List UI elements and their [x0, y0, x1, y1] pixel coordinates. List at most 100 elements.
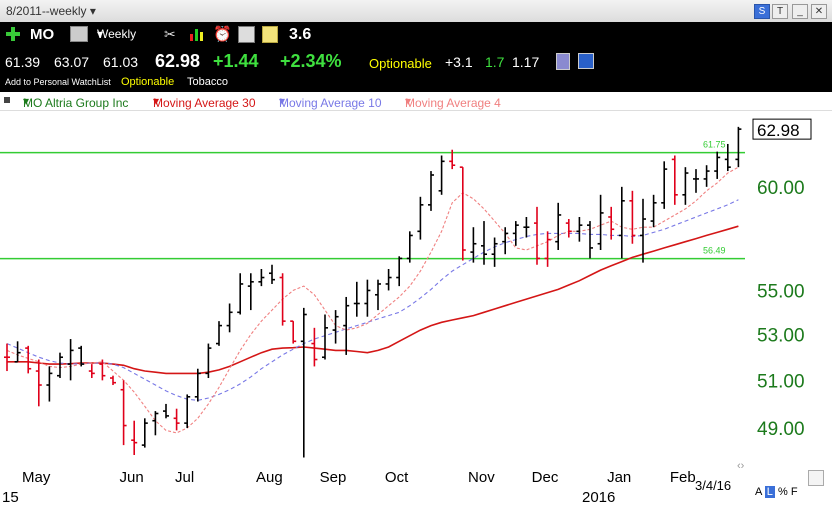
- tools-icon[interactable]: ✂: [164, 26, 176, 42]
- ohlc-bar: [640, 198, 646, 263]
- price-chart[interactable]: 61.75 56.49 49.00 51.00 53.00 55.00 60.00 62.9…: [0, 110, 832, 510]
- ohlc-bar: [67, 339, 74, 381]
- price-change-percent: +2.34%: [280, 51, 342, 71]
- ohlc-bar: [470, 227, 477, 263]
- ohlc-bar: [555, 202, 562, 251]
- alarm-clock-icon[interactable]: ⏰: [213, 26, 232, 43]
- save-icon[interactable]: [578, 53, 594, 69]
- ohlc-bar: [343, 296, 350, 355]
- scale-button-f[interactable]: F: [790, 486, 798, 498]
- ohlc-bar: [385, 268, 392, 291]
- ohlc-bar: [364, 279, 371, 317]
- ohlc-bar: [523, 216, 530, 238]
- ohlc-bar: [459, 166, 466, 261]
- x-tick-label: Jun: [120, 469, 144, 486]
- legend-symbol-series[interactable]: MO Altria Group Inc ▾: [23, 94, 129, 110]
- print-icon[interactable]: [70, 26, 88, 42]
- scale-button-l[interactable]: L: [764, 486, 775, 498]
- ohlc-bar: [25, 345, 32, 374]
- x-tick-label: Feb: [670, 469, 696, 486]
- bar-chart-icon[interactable]: [189, 26, 205, 42]
- scroll-arrows-icon[interactable]: ‹›: [737, 460, 745, 472]
- x-tick-label: Dec: [532, 469, 559, 486]
- tv-button[interactable]: T: [772, 4, 788, 19]
- ohlc-bar: [724, 143, 731, 172]
- ohlc-bar: [428, 171, 434, 211]
- document-icon[interactable]: [556, 53, 570, 70]
- ohlc-bar: [406, 231, 413, 263]
- ohlc-bar: [608, 206, 615, 240]
- rs-value-3: 1.17: [512, 54, 540, 70]
- ohlc-bar: [14, 341, 21, 363]
- y-tick-label: 51.00: [757, 371, 805, 392]
- close-button[interactable]: ✕: [811, 4, 827, 19]
- ohlc-bar: [332, 310, 339, 344]
- symbol-label[interactable]: MO: [30, 26, 55, 43]
- ohlc-bar: [587, 221, 593, 259]
- interval-select[interactable]: Weekly ▾: [97, 27, 137, 41]
- calculator-icon[interactable]: [238, 26, 255, 43]
- scale-button-percent[interactable]: %: [777, 486, 788, 498]
- high-value: 63.07: [54, 54, 90, 70]
- x-year-label-left: 15: [2, 489, 19, 506]
- y-tick-label: 53.00: [757, 326, 805, 347]
- scale-buttons: A L % F: [755, 486, 798, 498]
- ohlc-bar: [735, 126, 742, 168]
- window-titlebar: 8/2011--weekly ▾ S T _ ✕: [0, 0, 832, 23]
- industry-label[interactable]: Tobacco: [187, 76, 228, 88]
- y-tick-label: 55.00: [757, 281, 805, 302]
- legend-drag-icon[interactable]: [4, 97, 10, 103]
- y-tick-label: 49.00: [757, 419, 805, 440]
- ohlc-bar: [279, 273, 286, 326]
- x-tick-label: May: [22, 469, 51, 486]
- scale-button-a[interactable]: A: [755, 486, 762, 498]
- ohlc-bar: [194, 368, 201, 402]
- ohlc-bar: [512, 221, 519, 246]
- ohlc-bar: [650, 194, 657, 228]
- ohlc-bar: [417, 196, 424, 240]
- ohlc-bar: [534, 206, 540, 265]
- optionable-tag: Optionable: [121, 76, 175, 88]
- ohlc-bar: [4, 343, 10, 372]
- ohlc-bar: [247, 273, 254, 311]
- ohlc-bar: [353, 281, 360, 317]
- ohlc-bar: [375, 279, 381, 311]
- ohlc-bar: [597, 194, 604, 251]
- legend-ma30[interactable]: Moving Average 30 ▾: [153, 94, 256, 110]
- x-tick-label: Jul: [175, 469, 194, 486]
- ohlc-bar: [46, 366, 53, 402]
- x-year-label-mid: 2016: [582, 489, 615, 506]
- ohlc-bar: [131, 420, 138, 456]
- s-button[interactable]: S: [754, 4, 770, 19]
- optionable-label: Optionable: [369, 56, 432, 71]
- low-value: 61.03: [103, 54, 139, 70]
- ohlc-bar: [618, 186, 625, 259]
- add-to-watchlist-link[interactable]: Add to Personal WatchList: [5, 77, 111, 87]
- ohlc-bar: [693, 169, 699, 193]
- ohlc-bar: [226, 303, 233, 333]
- legend-ma4[interactable]: Moving Average 4 ▾: [405, 94, 501, 110]
- note-icon[interactable]: [262, 26, 278, 43]
- ohlc-bar: [565, 219, 572, 238]
- ma30-line: [7, 225, 739, 375]
- legend-ma10[interactable]: Moving Average 10 ▾: [279, 94, 382, 110]
- open-value: 61.39: [5, 54, 41, 70]
- window-title[interactable]: 8/2011--weekly ▾: [6, 4, 96, 18]
- horizontal-line-label-1: 56.49: [703, 246, 726, 256]
- ohlc-bar: [661, 161, 668, 209]
- x-tick-label: Nov: [468, 469, 495, 486]
- ma4-line: [6, 166, 739, 434]
- ohlc-bar: [290, 320, 297, 344]
- ohlc-bar: [629, 190, 636, 244]
- x-tick-label: Jan: [607, 469, 631, 486]
- add-symbol-icon[interactable]: [5, 26, 21, 42]
- x-axis: May Jun Jul Aug Sep Oct Nov Dec Jan Feb 15 2016: [2, 469, 696, 506]
- ohlc-bar: [88, 364, 95, 379]
- ohlc-bar: [449, 149, 456, 170]
- ohlc-bar: [57, 352, 63, 379]
- current-date: 3/4/16: [695, 478, 732, 493]
- ohlc-bar: [78, 345, 85, 367]
- score-value: 3.6: [289, 26, 312, 43]
- minimize-button[interactable]: _: [792, 4, 808, 19]
- resize-icon[interactable]: [808, 470, 824, 486]
